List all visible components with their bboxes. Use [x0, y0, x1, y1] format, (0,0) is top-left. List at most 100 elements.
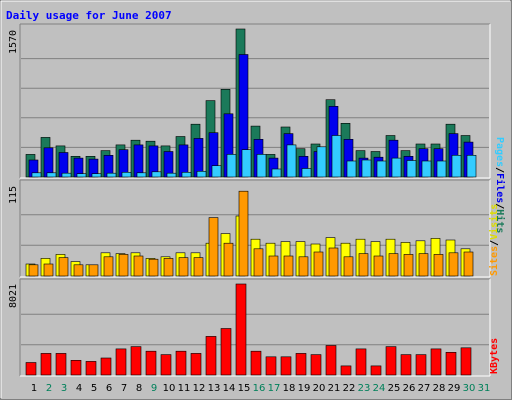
kbytes-ymax-label: 8021 — [8, 284, 19, 308]
x-label-day-3: 3 — [61, 383, 67, 394]
x-label-day-5: 5 — [91, 383, 97, 394]
bar-pages-day-23 — [361, 159, 372, 178]
bar-pages-day-21 — [331, 135, 342, 178]
bar-kbytes-day-18 — [280, 356, 292, 376]
bar-pages-day-16 — [256, 154, 267, 178]
bar-kbytes-day-25 — [385, 346, 397, 376]
x-label-day-25: 25 — [388, 383, 401, 394]
bar-pages-day-2 — [46, 172, 57, 178]
bar-sites-day-16 — [253, 248, 264, 277]
bar-sites-day-18 — [283, 255, 294, 277]
x-label-day-13: 13 — [208, 383, 221, 394]
bar-pages-day-26 — [406, 160, 417, 178]
bar-kbytes-day-29 — [445, 351, 457, 376]
bar-kbytes-day-30 — [460, 347, 472, 376]
bar-sites-day-6 — [103, 256, 114, 277]
bar-kbytes-day-11 — [175, 350, 187, 376]
bar-kbytes-day-2 — [40, 353, 52, 376]
bar-pages-day-12 — [196, 171, 207, 178]
bar-pages-day-18 — [286, 144, 297, 178]
legend-hits: Hits — [494, 209, 506, 233]
bar-kbytes-day-13 — [205, 336, 217, 376]
legend-hits-panel: Pages/Files/Hits — [494, 137, 506, 233]
bar-pages-day-1 — [31, 172, 42, 178]
x-label-day-20: 20 — [313, 383, 326, 394]
bar-kbytes-day-20 — [310, 354, 322, 376]
bar-pages-day-15 — [241, 149, 252, 178]
bar-kbytes-day-1 — [25, 362, 37, 376]
bar-pages-day-13 — [211, 165, 222, 178]
x-label-day-27: 27 — [418, 383, 431, 394]
bar-sites-day-22 — [343, 256, 354, 277]
x-label-day-8: 8 — [136, 383, 142, 394]
bar-sites-day-4 — [73, 264, 84, 277]
bar-pages-day-25 — [391, 157, 402, 178]
bar-kbytes-day-8 — [130, 346, 142, 376]
x-axis-labels: 1 2 3 4 5 6 7 8 9 10 11 12 13 14 15 16 17 18 19 20 21 22 23 24 2… — [31, 383, 491, 394]
bar-pages-day-14 — [226, 154, 237, 178]
bar-kbytes-day-21 — [325, 345, 337, 376]
x-label-day-6: 6 — [106, 383, 112, 394]
bar-kbytes-day-26 — [400, 354, 412, 376]
bar-kbytes-day-23 — [355, 348, 367, 376]
x-label-day-16: 16 — [253, 383, 266, 394]
legend-sep-1: / — [494, 167, 505, 173]
bar-kbytes-day-27 — [415, 354, 427, 376]
bar-sites-day-29 — [448, 252, 459, 277]
x-label-day-12: 12 — [193, 383, 206, 394]
bar-kbytes-day-7 — [115, 348, 127, 376]
x-label-day-30: 30 — [463, 383, 476, 394]
bar-pages-day-29 — [451, 155, 462, 178]
legend-visits: Visits — [488, 204, 500, 240]
visits-ymax-label: 115 — [8, 186, 19, 204]
bar-kbytes-day-9 — [145, 350, 157, 376]
bar-pages-day-3 — [61, 172, 72, 178]
bar-kbytes-day-14 — [220, 328, 232, 376]
x-label-day-28: 28 — [433, 383, 446, 394]
bar-sites-day-11 — [178, 257, 189, 277]
bar-sites-day-25 — [388, 253, 399, 277]
bar-kbytes-day-24 — [370, 365, 382, 376]
bar-pages-day-28 — [436, 160, 447, 178]
bar-kbytes-day-5 — [85, 361, 97, 376]
x-label-day-4: 4 — [76, 383, 82, 394]
bar-sites-day-1 — [28, 264, 39, 277]
bar-pages-day-10 — [166, 172, 177, 178]
x-label-day-22: 22 — [343, 383, 356, 394]
x-label-day-11: 11 — [178, 383, 191, 394]
bar-sites-day-28 — [433, 254, 444, 277]
x-label-day-31: 31 — [478, 383, 491, 394]
bar-sites-day-8 — [133, 255, 144, 277]
bar-kbytes-day-4 — [70, 359, 82, 376]
x-label-day-18: 18 — [283, 383, 296, 394]
bar-kbytes-day-28 — [430, 348, 442, 376]
bar-pages-day-20 — [316, 146, 327, 178]
bar-pages-day-6 — [106, 172, 117, 178]
bars-layer — [25, 28, 477, 376]
bar-sites-day-2 — [43, 263, 54, 277]
bar-sites-day-17 — [268, 255, 279, 277]
bar-sites-day-19 — [298, 256, 309, 277]
bar-kbytes-day-19 — [295, 353, 307, 376]
bar-kbytes-day-15 — [235, 283, 247, 376]
legend-sep-2: / — [494, 203, 505, 209]
bar-kbytes-day-3 — [55, 353, 67, 376]
bar-pages-day-4 — [76, 173, 87, 178]
bar-sites-day-21 — [328, 247, 339, 277]
bar-pages-day-22 — [346, 160, 357, 178]
x-label-day-14: 14 — [223, 383, 236, 394]
x-label-day-19: 19 — [298, 383, 311, 394]
x-label-day-21: 21 — [328, 383, 341, 394]
bar-sites-day-3 — [58, 257, 69, 277]
panel-kbytes — [19, 278, 491, 377]
bar-files-day-8 — [133, 144, 144, 178]
x-label-day-2: 2 — [46, 383, 52, 394]
bar-pages-day-27 — [421, 160, 432, 178]
bar-sites-day-7 — [118, 254, 129, 277]
bar-sites-day-30 — [463, 251, 474, 277]
bar-pages-day-24 — [376, 160, 387, 178]
hits-ymax-label: 1570 — [8, 30, 19, 54]
bar-sites-day-24 — [373, 255, 384, 277]
